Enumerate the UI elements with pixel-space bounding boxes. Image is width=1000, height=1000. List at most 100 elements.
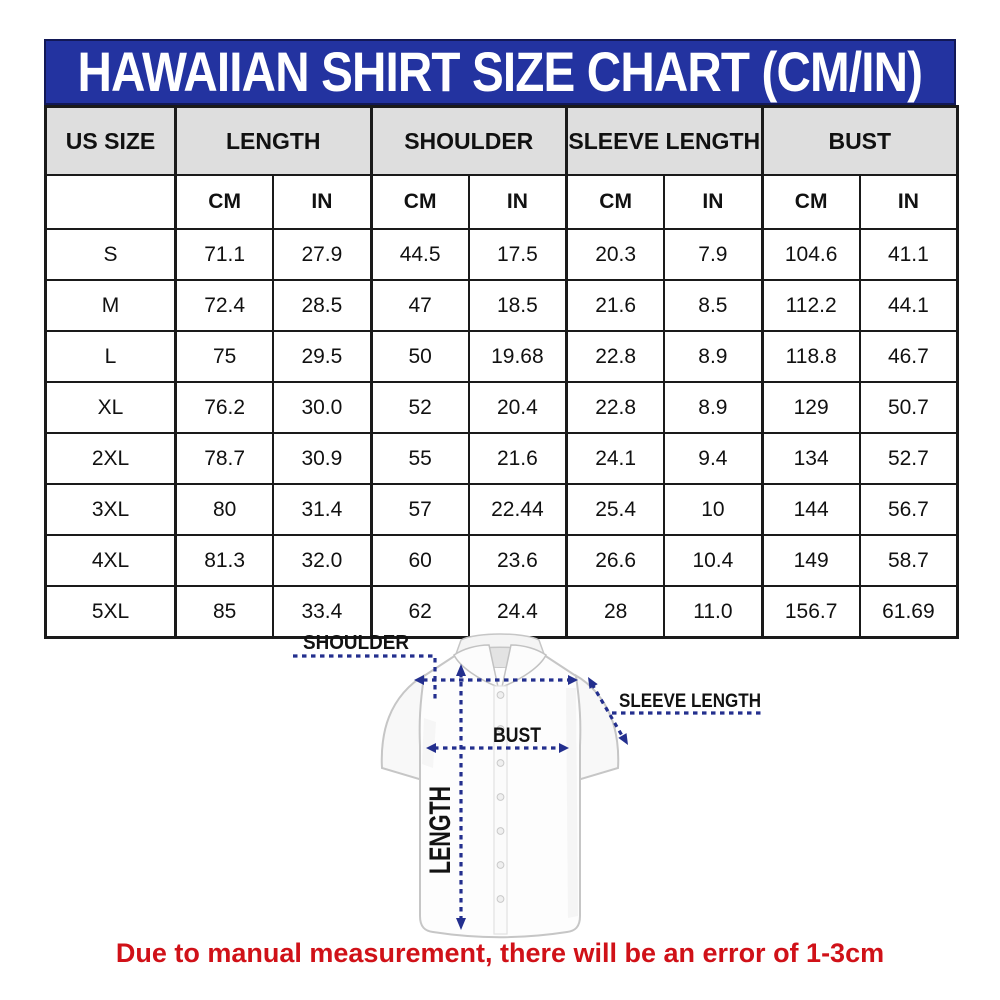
measure-cell: 156.7 <box>760 585 861 639</box>
measure-cell: 31.4 <box>272 483 372 536</box>
us-size-cell: 2XL <box>44 432 177 485</box>
measure-cell: 7.9 <box>663 228 764 281</box>
measure-cell: 22.8 <box>565 330 666 383</box>
measure-cell: 58.7 <box>858 534 959 587</box>
shoulder-label: SHOULDER <box>303 632 410 654</box>
measure-cell: 75 <box>174 330 275 383</box>
measure-cell: 10.4 <box>663 534 764 587</box>
shirt-collar-right-flap <box>500 644 547 689</box>
shirt-buttons <box>496 691 505 903</box>
unit-header: CM <box>565 174 666 230</box>
shirt-side-shade <box>566 688 578 918</box>
measure-cell: 72.4 <box>174 279 275 332</box>
measure-cell: 23.6 <box>467 534 568 587</box>
shoulder-arrow-right <box>568 675 578 685</box>
sleeve-length-label: SLEEVE LENGTH <box>619 691 761 712</box>
measure-cell: 44.1 <box>858 279 959 332</box>
measure-cell: 56.7 <box>858 483 959 536</box>
measure-cell: 62 <box>369 585 470 639</box>
measure-cell: 41.1 <box>858 228 959 281</box>
measure-cell: 18.5 <box>467 279 568 332</box>
group-header-row: US SIZE LENGTH SHOULDER SLEEVE LENGTH BU… <box>44 105 959 176</box>
measure-cell: 24.4 <box>467 585 568 639</box>
col-header-bust: BUST <box>760 105 959 176</box>
unit-header-row: CM IN CM IN CM IN CM IN <box>44 174 959 230</box>
sleeve-measure-line <box>590 683 626 740</box>
bust-arrow-left <box>426 743 436 753</box>
measure-cell: 28 <box>565 585 666 639</box>
measure-cell: 19.68 <box>467 330 568 383</box>
measure-cell: 21.6 <box>565 279 666 332</box>
measurement-note: Due to manual measurement, there will be… <box>115 938 885 968</box>
title-bar: HAWAIIAN SHIRT SIZE CHART (CM/IN) <box>44 39 956 105</box>
measure-cell: 11.0 <box>663 585 764 639</box>
measure-cell: 76.2 <box>174 381 275 434</box>
measure-cell: 8.5 <box>663 279 764 332</box>
measure-cell: 144 <box>760 483 861 536</box>
measure-cell: 112.2 <box>760 279 861 332</box>
table-row: 2XL 78.7 30.9 55 21.6 24.1 9.4 134 52.7 <box>44 432 959 485</box>
measure-cell: 30.0 <box>272 381 372 434</box>
measure-cell: 71.1 <box>174 228 275 281</box>
measure-cell: 32.0 <box>272 534 372 587</box>
measure-cell: 17.5 <box>467 228 568 281</box>
measure-cell: 52.7 <box>858 432 959 485</box>
table-row: M 72.4 28.5 47 18.5 21.6 8.5 112.2 44.1 <box>44 279 959 332</box>
measure-cell: 104.6 <box>760 228 861 281</box>
unit-header: CM <box>369 174 470 230</box>
us-size-cell: L <box>44 330 177 383</box>
sleeve-arrow-bottom <box>618 733 628 745</box>
length-arrow-top <box>456 664 466 676</box>
measure-cell: 78.7 <box>174 432 275 485</box>
measure-cell: 8.9 <box>663 381 764 434</box>
measure-cell: 149 <box>760 534 861 587</box>
table-row: 4XL 81.3 32.0 60 23.6 26.6 10.4 149 58.7 <box>44 534 959 587</box>
col-header-sleeve-length: SLEEVE LENGTH <box>565 105 764 176</box>
measure-cell: 20.4 <box>467 381 568 434</box>
us-size-cell: 4XL <box>44 534 177 587</box>
page-title: HAWAIIAN SHIRT SIZE CHART (CM/IN) <box>77 40 923 103</box>
measure-cell: 134 <box>760 432 861 485</box>
us-size-cell: XL <box>44 381 177 434</box>
measure-cell: 80 <box>174 483 275 536</box>
table-row: 3XL 80 31.4 57 22.44 25.4 10 144 56.7 <box>44 483 959 536</box>
table-row: 5XL 85 33.4 62 24.4 28 11.0 156.7 61.69 <box>44 585 959 639</box>
shirt-illustration <box>380 633 620 939</box>
table-row: L 75 29.5 50 19.68 22.8 8.9 118.8 46.7 <box>44 330 959 383</box>
measure-cell: 26.6 <box>565 534 666 587</box>
measure-cell: 8.9 <box>663 330 764 383</box>
table-row: XL 76.2 30.0 52 20.4 22.8 8.9 129 50.7 <box>44 381 959 434</box>
measure-cell: 55 <box>369 432 470 485</box>
length-label: LENGTH <box>424 786 457 874</box>
measure-cell: 61.69 <box>858 585 959 639</box>
measure-cell: 10 <box>663 483 764 536</box>
measure-cell: 9.4 <box>663 432 764 485</box>
measure-cell: 22.8 <box>565 381 666 434</box>
measure-cell: 28.5 <box>272 279 372 332</box>
unit-header-spacer <box>44 174 177 230</box>
measure-cell: 30.9 <box>272 432 372 485</box>
measure-cell: 57 <box>369 483 470 536</box>
unit-header: IN <box>663 174 764 230</box>
measure-cell: 60 <box>369 534 470 587</box>
col-header-us-size: US SIZE <box>44 105 177 176</box>
measurement-annotations: SHOULDER SLEEVE LENGTH BUST LENGTH <box>293 632 762 930</box>
measure-cell: 22.44 <box>467 483 568 536</box>
measure-cell: 47 <box>369 279 470 332</box>
us-size-cell: S <box>44 228 177 281</box>
measure-cell: 27.9 <box>272 228 372 281</box>
measure-cell: 52 <box>369 381 470 434</box>
shirt-measurement-diagram: SHOULDER SLEEVE LENGTH BUST LENGTH <box>293 632 762 939</box>
us-size-cell: 3XL <box>44 483 177 536</box>
us-size-cell: M <box>44 279 177 332</box>
sleeve-arrow-top <box>588 677 598 689</box>
bust-label: BUST <box>493 724 541 747</box>
measure-cell: 21.6 <box>467 432 568 485</box>
col-header-length: LENGTH <box>174 105 372 176</box>
measure-cell: 81.3 <box>174 534 275 587</box>
unit-header: IN <box>272 174 372 230</box>
unit-header: IN <box>467 174 568 230</box>
size-table: US SIZE LENGTH SHOULDER SLEEVE LENGTH BU… <box>44 105 960 639</box>
bust-arrow-right <box>559 743 569 753</box>
